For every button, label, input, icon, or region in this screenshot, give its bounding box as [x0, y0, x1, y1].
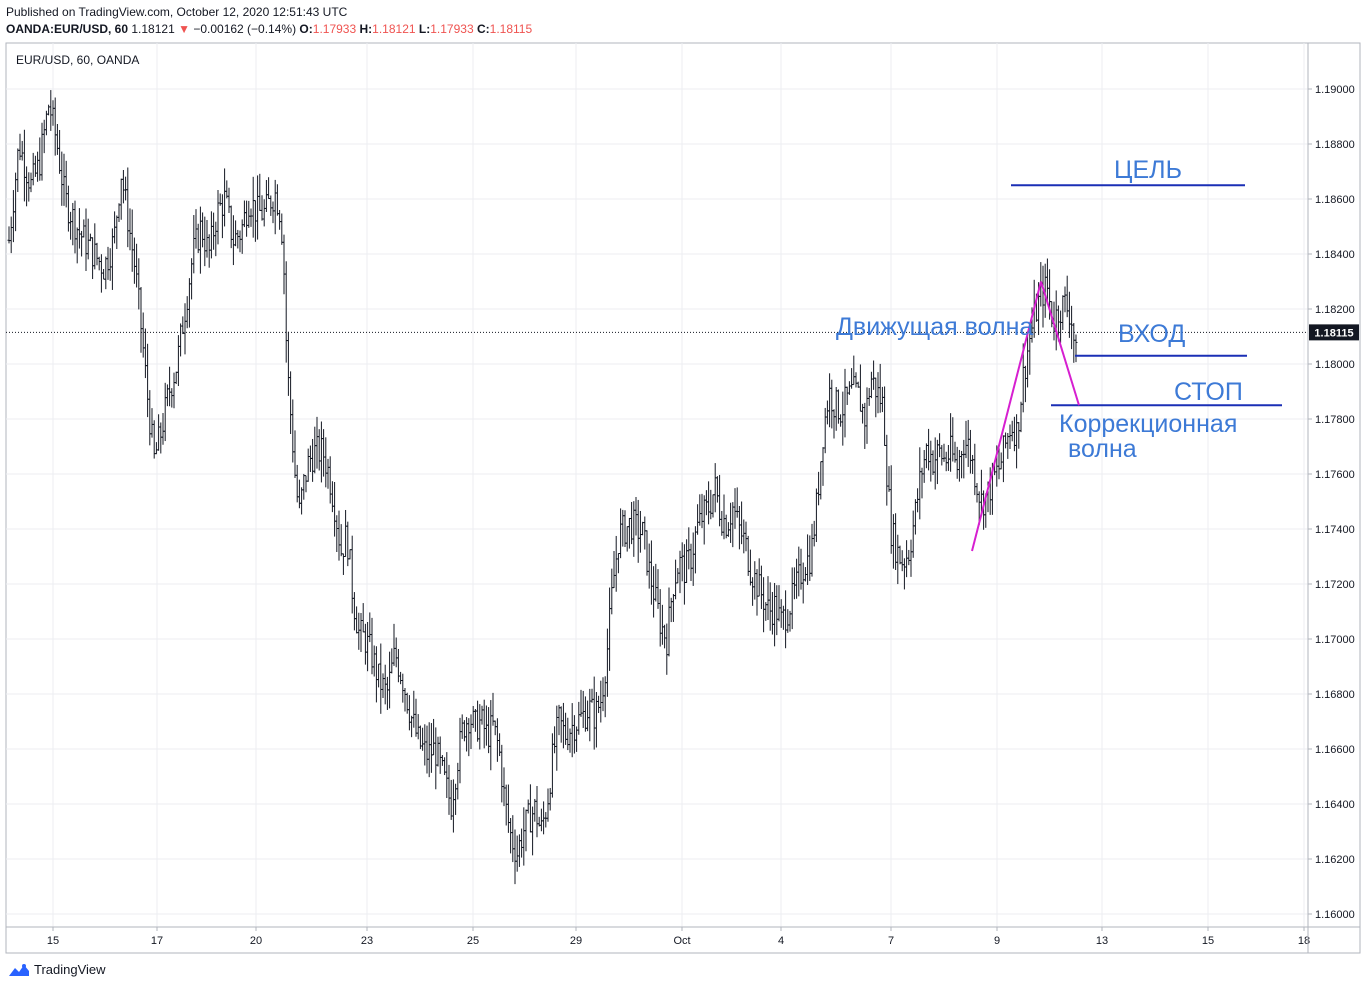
down-arrow-icon: ▼	[178, 22, 190, 36]
current-price-tag	[1309, 324, 1359, 341]
chart-frame	[5, 42, 1361, 954]
y-tick-label: 1.17800	[1315, 414, 1355, 426]
y-tick-label: 1.17200	[1315, 579, 1355, 591]
x-tick-label: 13	[1096, 935, 1108, 947]
ohlc-header: OANDA:EUR/USD, 60 1.18121 ▼ −0.00162 (−0…	[6, 22, 532, 36]
low-label: L:	[418, 22, 431, 36]
x-tick-label: 4	[778, 935, 784, 947]
y-tick-label: 1.16200	[1315, 854, 1355, 866]
open-label: O:	[299, 22, 313, 36]
close-label: C:	[476, 22, 490, 36]
chart-legend: EUR/USD, 60, OANDA	[16, 53, 140, 67]
y-tick-label: 1.17000	[1315, 634, 1355, 646]
y-tick-label: 1.17600	[1315, 469, 1355, 481]
footer-brand[interactable]: TradingView	[8, 962, 106, 977]
x-tick-label: 7	[888, 935, 894, 947]
impulse-wave-label: Движущая волна	[836, 313, 1034, 341]
published-info: Published on TradingView.com, October 12…	[6, 5, 348, 19]
correction-wave-label-1: Коррекционная	[1059, 410, 1238, 438]
high-label: H:	[359, 22, 373, 36]
x-tick-label: 15	[47, 935, 59, 947]
y-tick-label: 1.18200	[1315, 304, 1355, 316]
y-tick-label: 1.18400	[1315, 249, 1355, 261]
x-tick-label: 20	[250, 935, 262, 947]
y-tick-label: 1.19000	[1315, 84, 1355, 96]
impulse-wave-line	[971, 281, 1042, 552]
x-tick-label: 23	[361, 935, 373, 947]
y-tick-label: 1.16000	[1315, 909, 1355, 921]
x-tick-label: 18	[1298, 935, 1310, 947]
y-tick-label: 1.17400	[1315, 524, 1355, 536]
y-tick-label: 1.18600	[1315, 194, 1355, 206]
y-tick-label: 1.16600	[1315, 744, 1355, 756]
x-tick-label: 25	[467, 935, 479, 947]
x-tick-label: 29	[570, 935, 582, 947]
close-value: 1.18115	[489, 22, 533, 36]
stop-label: СТОП	[1174, 378, 1243, 406]
x-tick-label: Oct	[673, 935, 690, 947]
y-tick-label: 1.16800	[1315, 689, 1355, 701]
footer-brand-label: TradingView	[34, 962, 106, 977]
correction-wave-line	[1040, 281, 1080, 406]
open-value: 1.17933	[312, 22, 357, 36]
current-price-tag-label: 1.18115	[1314, 327, 1353, 339]
y-tick-label: 1.16400	[1315, 799, 1355, 811]
last-price: 1.18121	[131, 22, 175, 36]
target-label: ЦЕЛЬ	[1114, 156, 1182, 184]
y-tick-label: 1.18000	[1315, 359, 1355, 371]
y-tick-label: 1.18800	[1315, 139, 1355, 151]
entry-label: ВХОД	[1118, 320, 1186, 348]
high-value: 1.18121	[372, 22, 416, 36]
x-tick-label: 17	[151, 935, 163, 947]
price-change: −0.00162 (−0.14%)	[193, 22, 297, 36]
x-tick-label: 9	[994, 935, 1000, 947]
correction-wave-label-2: волна	[1068, 435, 1137, 463]
low-value: 1.17933	[430, 22, 474, 36]
symbol-label[interactable]: OANDA:EUR/USD, 60	[6, 22, 129, 36]
tradingview-logo-icon	[9, 963, 29, 976]
x-tick-label: 15	[1202, 935, 1214, 947]
